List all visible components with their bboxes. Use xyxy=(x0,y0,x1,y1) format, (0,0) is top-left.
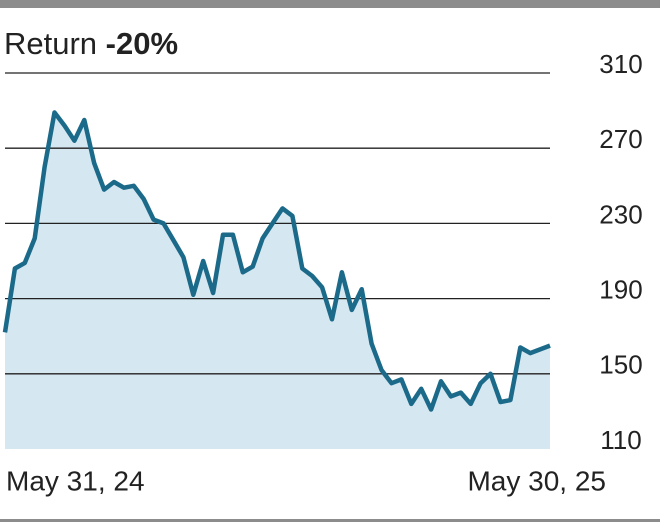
line xyxy=(2,110,551,412)
title-label: Return xyxy=(4,26,97,61)
chart-title: Return -20% xyxy=(4,26,178,61)
x-tick-label: May 30, 25 xyxy=(467,465,606,496)
x-tick-label: May 31, 24 xyxy=(6,465,145,496)
y-tick-label: 270 xyxy=(599,124,642,154)
bottom-bar xyxy=(0,519,660,522)
y-tick-label: 190 xyxy=(599,274,642,304)
top-bar xyxy=(0,0,660,8)
title-value: -20% xyxy=(106,26,178,61)
y-tick-label: 150 xyxy=(599,350,642,380)
y-tick-label: 110 xyxy=(600,425,641,455)
y-tick-label: 230 xyxy=(599,199,642,229)
y-tick-label: 310 xyxy=(599,49,642,79)
